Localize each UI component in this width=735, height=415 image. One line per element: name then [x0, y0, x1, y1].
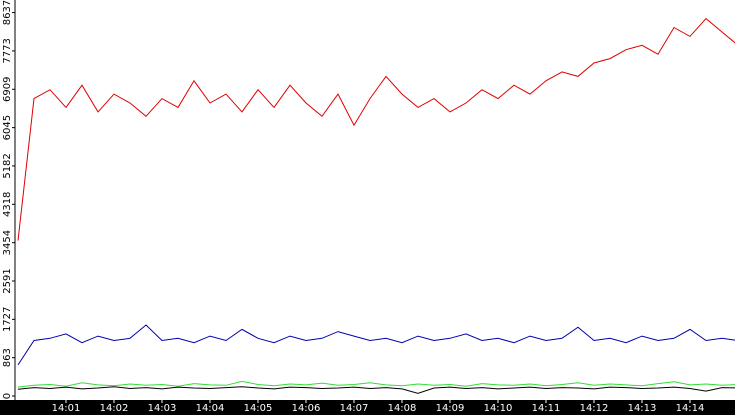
y-tick-label: 3454 [2, 230, 13, 255]
x-tick-label: 14:13 [628, 403, 657, 414]
series-line [17, 324, 735, 366]
x-tick-label: 14:12 [580, 403, 609, 414]
x-tick-label: 14:14 [676, 403, 705, 414]
x-tick-label: 14:10 [484, 403, 513, 414]
x-tick-label: 14:05 [244, 403, 273, 414]
series-line [17, 380, 735, 388]
y-tick-label: 8637 [2, 0, 13, 25]
x-tick-label: 14:08 [388, 403, 417, 414]
x-tick-label: 14:11 [532, 403, 561, 414]
x-tick-label: 14:04 [196, 403, 225, 414]
x-tick-label: 14:03 [148, 403, 177, 414]
x-tick-label: 14:01 [52, 403, 81, 414]
x-axis-bar [0, 400, 735, 415]
y-tick-label: 6909 [2, 77, 13, 102]
y-tick-label: 2591 [2, 268, 13, 293]
series-line [17, 386, 735, 394]
y-tick-label: 1727 [2, 307, 13, 332]
x-tick-label: 14:09 [436, 403, 465, 414]
y-tick-label: 5182 [2, 153, 13, 178]
x-tick-label: 14:07 [340, 403, 369, 414]
series-line [17, 17, 735, 241]
y-tick-label: 863 [2, 348, 13, 367]
y-tick-label: 0 [2, 393, 13, 399]
x-tick-label: 14:02 [100, 403, 129, 414]
x-tick-label: 14:06 [292, 403, 321, 414]
y-tick-label: 7773 [2, 38, 13, 63]
y-tick-label: 4318 [2, 192, 13, 217]
y-tick-label: 6045 [2, 115, 13, 140]
